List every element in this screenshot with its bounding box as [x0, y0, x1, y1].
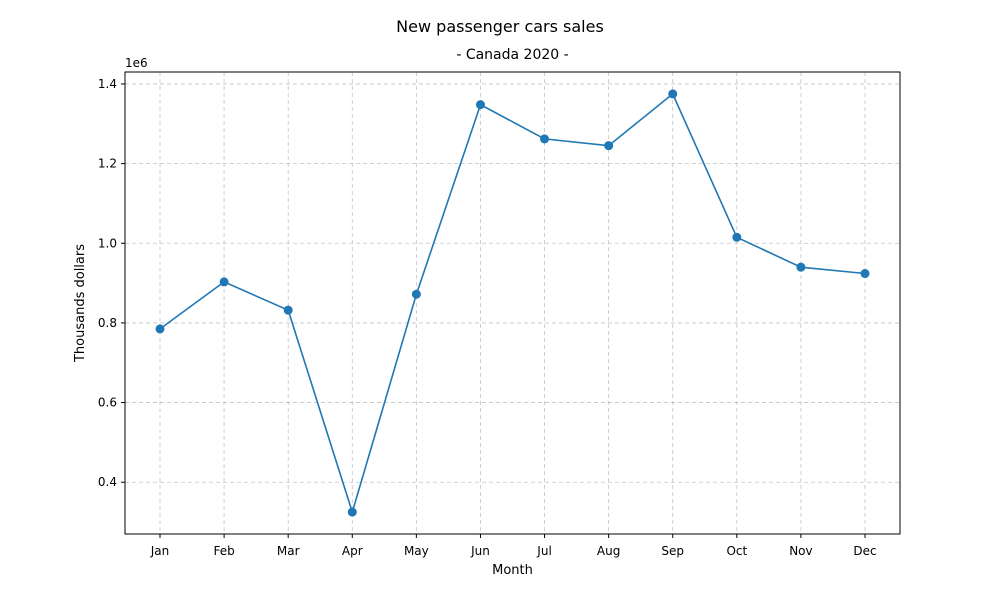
- data-point: [475, 100, 485, 110]
- y-axis-label: Thousands dollars: [73, 244, 88, 363]
- x-tick-label: Oct: [726, 544, 747, 558]
- x-axis-label: Month: [492, 563, 533, 578]
- y-tick-label: 1.0: [98, 236, 117, 250]
- y-tick-label: 0.4: [98, 475, 117, 489]
- x-tick-label: Dec: [853, 544, 876, 558]
- data-point: [796, 262, 806, 272]
- data-point: [411, 289, 421, 299]
- data-point: [604, 141, 614, 151]
- series-line: [159, 92, 866, 515]
- x-tick-label: Jul: [536, 544, 551, 558]
- data-point: [860, 269, 870, 279]
- plot-frame: [124, 71, 901, 535]
- x-tick-label: May: [404, 544, 429, 558]
- x-tick-label: Apr: [342, 544, 363, 558]
- y-tick-label: 0.6: [98, 396, 117, 410]
- y-tick-label: 1.2: [98, 157, 117, 171]
- data-point: [155, 324, 165, 334]
- x-tick-label: Sep: [661, 544, 684, 558]
- x-tick-label: Nov: [789, 544, 812, 558]
- x-tick-label: Feb: [213, 544, 234, 558]
- data-point: [283, 305, 293, 315]
- data-point: [732, 232, 742, 242]
- data-point: [540, 134, 550, 144]
- chart-subtitle: - Canada 2020 -: [456, 47, 568, 63]
- x-tick-label: Mar: [277, 544, 300, 558]
- y-axis: 0.4 0.6 0.8 1.0 1.2 1.4: [98, 77, 125, 489]
- x-tick-label: Jun: [470, 544, 490, 558]
- grid: [125, 72, 900, 534]
- chart-title: New passenger cars sales: [396, 17, 604, 36]
- y-offset-label: 1e6: [125, 56, 148, 70]
- data-point: [347, 507, 357, 517]
- series-group: [155, 89, 870, 517]
- y-tick-label: 0.8: [98, 316, 117, 330]
- x-tick-label: Jan: [150, 544, 170, 558]
- y-tick-label: 1.4: [98, 77, 117, 91]
- x-axis: Jan Feb Mar Apr May Jun Jul Aug Sep Oct Nov Dec: [150, 534, 877, 558]
- data-point: [219, 277, 229, 287]
- x-tick-label: Aug: [597, 544, 620, 558]
- data-point: [668, 89, 678, 99]
